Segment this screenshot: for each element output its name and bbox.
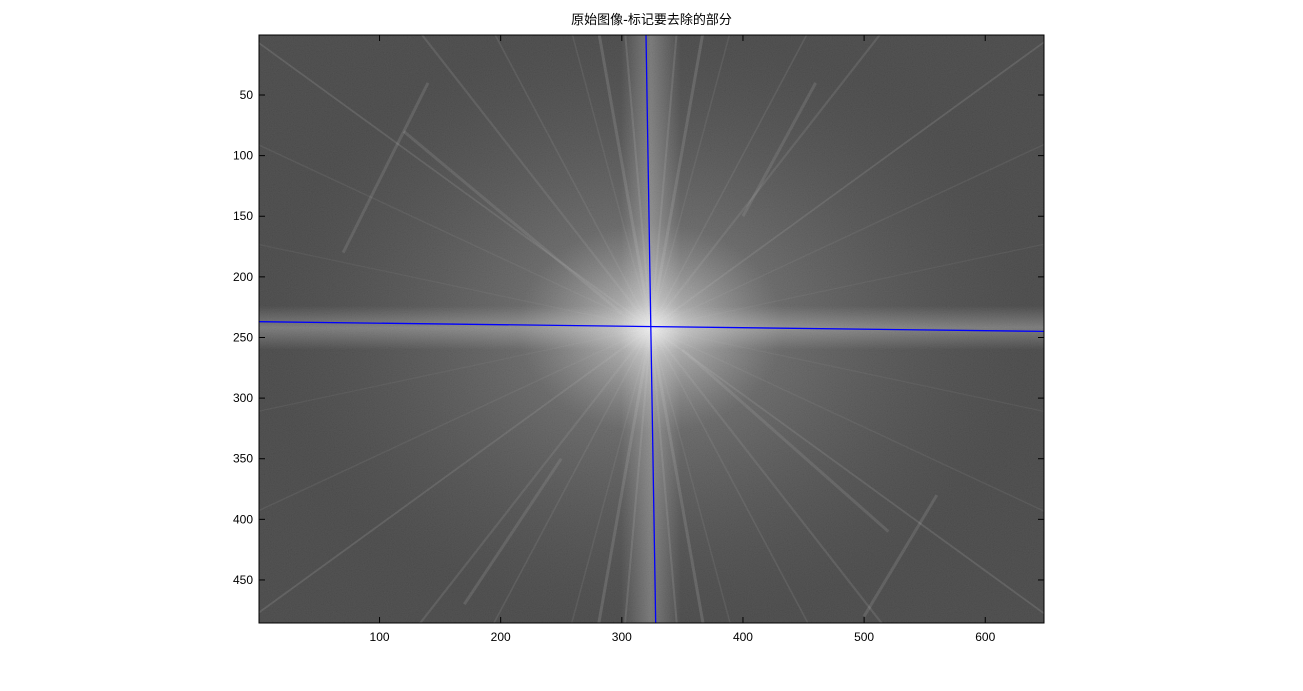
y-tick-label: 450 [233,573,253,587]
x-tick-label: 400 [733,630,753,644]
y-tick-label: 50 [240,88,254,102]
x-tick-label: 500 [854,630,874,644]
y-tick-label: 200 [233,270,253,284]
y-tick-label: 400 [233,512,253,526]
x-tick-label: 100 [370,630,390,644]
y-tick-label: 350 [233,452,253,466]
marker-lines [259,35,1044,623]
y-tick-label: 150 [233,209,253,223]
marker-line-1 [259,321,1044,333]
y-tick-label: 100 [233,149,253,163]
x-tick-label: 300 [612,630,632,644]
y-tick-label: 300 [233,391,253,405]
x-tick-label: 600 [975,630,995,644]
x-tick-label: 200 [491,630,511,644]
chart-title: 原始图像-标记要去除的部分 [571,12,732,28]
x-axis: 100 200 300 400 500 600 [370,35,996,644]
axes-frame [258,34,1045,624]
y-axis: 50 100 150 200 250 300 350 400 450 [233,88,1044,587]
marker-line-2 [645,35,657,623]
y-tick-label: 250 [233,330,253,344]
